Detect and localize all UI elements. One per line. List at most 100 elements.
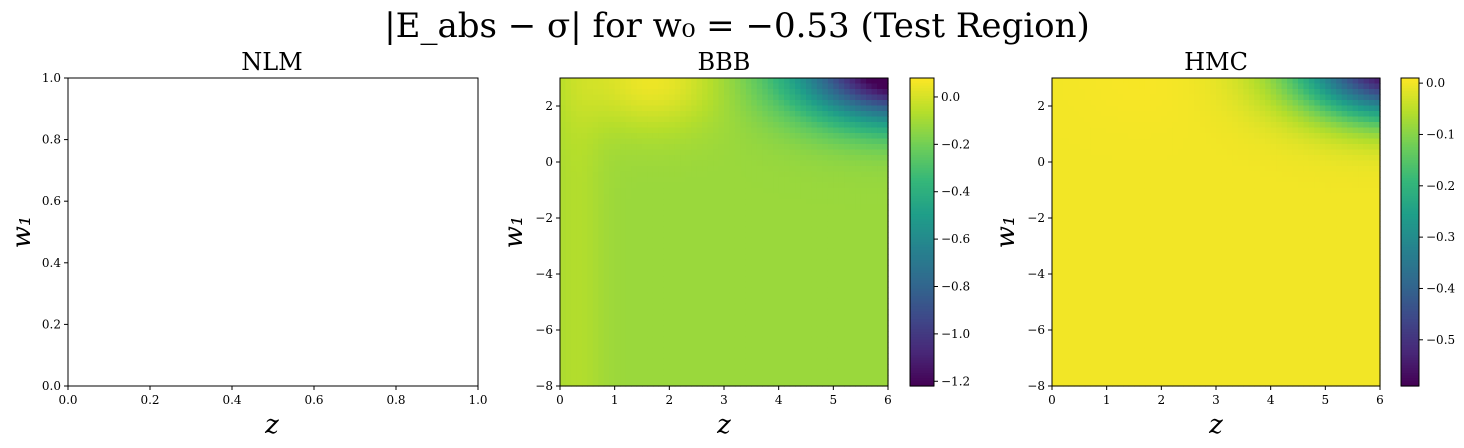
heatmap-cell [702,177,709,184]
heatmap-cell [669,320,676,327]
heatmap-cell [1117,314,1124,321]
heatmap-cell [642,353,649,360]
heatmap-cell [1095,358,1102,365]
heatmap-cell [1161,331,1168,338]
heatmap-cell [592,276,599,283]
heatmap-cell [860,215,867,222]
heatmap-cell [756,138,763,145]
heatmap-cell [631,111,638,118]
heatmap-cell [1161,177,1168,184]
heatmap-cell [570,166,577,173]
heatmap-cell [718,309,725,316]
heatmap-cell [691,122,698,129]
heatmap-cell [718,111,725,118]
heatmap-cell [800,155,807,162]
heatmap-cell [822,309,829,316]
heatmap-cell [1073,259,1080,266]
heatmap-cell [592,314,599,321]
colorbar-segment [910,206,934,210]
heatmap-cell [762,342,769,349]
heatmap-cell [1062,122,1069,129]
heatmap-cell [609,210,616,217]
heatmap-cell [860,287,867,294]
heatmap-cell [1183,89,1190,96]
heatmap-cell [1183,314,1190,321]
heatmap-cell [603,336,610,343]
heatmap-cell [696,210,703,217]
heatmap-cell [784,331,791,338]
heatmap-cell [707,369,714,376]
heatmap-cell [1052,127,1059,134]
heatmap-cell [773,204,780,211]
heatmap-cell [1090,193,1097,200]
heatmap-cell [1134,369,1141,376]
heatmap-cell [609,166,616,173]
heatmap-cell [778,138,785,145]
heatmap-cell [560,254,567,261]
heatmap-cell [1117,226,1124,233]
heatmap-cell [724,254,731,261]
heatmap-cell [680,127,687,134]
heatmap-cell [827,358,834,365]
heatmap-cell [729,298,736,305]
heatmap-cell [1062,309,1069,316]
heatmap-cell [1183,287,1190,294]
heatmap-cell [822,243,829,250]
heatmap-cell [620,292,627,299]
heatmap-cell [860,331,867,338]
heatmap-cell [778,237,785,244]
heatmap-cell [1052,221,1059,228]
heatmap-cell [729,303,736,310]
heatmap-cell [795,94,802,101]
heatmap-cell [1052,160,1059,167]
heatmap-cell [822,89,829,96]
heatmap-cell [800,248,807,255]
heatmap-cell [866,111,873,118]
heatmap-cell [680,303,687,310]
heatmap-cell [1155,171,1162,178]
heatmap-cell [631,353,638,360]
heatmap-cell [1166,83,1173,90]
heatmap-cell [877,342,884,349]
heatmap-cell [718,89,725,96]
heatmap-cell [773,369,780,376]
heatmap-cell [560,100,567,107]
heatmap-cell [1106,94,1113,101]
heatmap-cell [855,243,862,250]
heatmap-cell [603,369,610,376]
heatmap-cell [570,259,577,266]
heatmap-cell [1062,248,1069,255]
heatmap-cell [855,210,862,217]
heatmap-cell [1128,298,1135,305]
heatmap-cell [658,127,665,134]
heatmap-cell [816,320,823,327]
heatmap-cell [849,248,856,255]
heatmap-cell [866,149,873,156]
heatmap-cell [1144,364,1151,371]
heatmap-cell [849,177,856,184]
heatmap-cell [674,138,681,145]
heatmap-cell [1161,259,1168,266]
heatmap-cell [800,83,807,90]
heatmap-cell [1090,342,1097,349]
heatmap-cell [1134,276,1141,283]
heatmap-cell [685,171,692,178]
heatmap-cell [1177,83,1184,90]
heatmap-cell [844,199,851,206]
heatmap-cell [581,270,588,277]
heatmap-cell [702,270,709,277]
heatmap-cell [745,204,752,211]
heatmap-cell [598,320,605,327]
heatmap-cell [822,248,829,255]
heatmap-cell [833,380,840,387]
heatmap-cell [756,325,763,332]
heatmap-cell [740,303,747,310]
heatmap-cell [1101,270,1108,277]
heatmap-cell [816,375,823,382]
heatmap-cell [1073,364,1080,371]
heatmap-cell [1155,188,1162,195]
heatmap-cell [609,237,616,244]
heatmap-cell [795,364,802,371]
heatmap-cell [1052,171,1059,178]
heatmap-cell [1117,111,1124,118]
